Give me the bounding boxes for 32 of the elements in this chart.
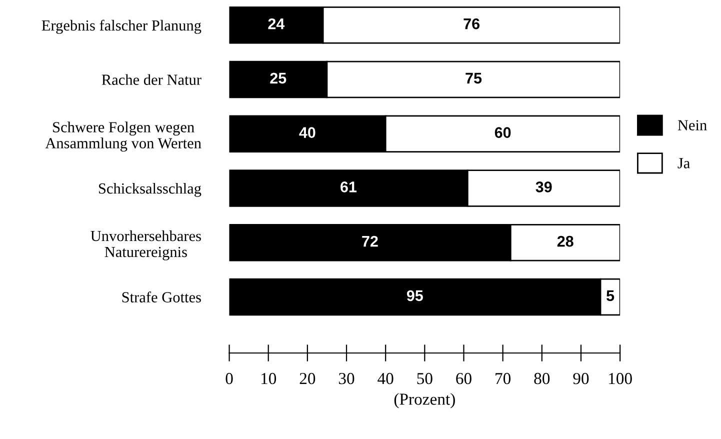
x-tick-label: 60 <box>456 372 472 384</box>
y-tick-label: Ergebnis falscher Planung <box>42 20 202 34</box>
legend-label: Ja <box>678 158 690 168</box>
data-label: 75 <box>466 72 482 84</box>
data-label: 5 <box>606 290 614 302</box>
x-tick-label: 90 <box>573 372 589 384</box>
data-label: 25 <box>270 72 286 84</box>
data-label: 61 <box>340 182 357 192</box>
x-tick-label: 70 <box>496 372 511 384</box>
data-label: 95 <box>406 290 423 302</box>
y-tick-label: Schwere Folgen wegen Ansammlung von Werten <box>45 122 202 152</box>
y-tick-label: Strafe Gottes <box>122 292 201 302</box>
x-tick-label: 20 <box>300 372 316 384</box>
y-tick-label: Schicksalsschlag <box>98 182 202 197</box>
data-label: 39 <box>536 182 552 192</box>
x-tick-label: 40 <box>378 372 394 384</box>
data-label: 60 <box>494 127 511 138</box>
legend-label: Nein <box>678 120 707 130</box>
x-tick-label: 30 <box>338 372 354 384</box>
data-label: 40 <box>299 127 316 138</box>
data-label: 24 <box>268 18 285 30</box>
x-tick-label: 10 <box>261 372 276 384</box>
data-label: 72 <box>362 236 378 247</box>
data-label: 76 <box>464 18 480 30</box>
x-axis-title: (Prozent) <box>394 393 455 408</box>
x-tick-label: 100 <box>609 372 632 384</box>
data-label: 28 <box>557 236 574 247</box>
x-tick-label: 50 <box>417 372 432 384</box>
y-tick-label: Rache der Natur <box>102 74 202 85</box>
x-tick-label: 80 <box>534 372 550 384</box>
x-tick-label: 0 <box>226 372 233 384</box>
y-tick-label: Unvorhersehbares Naturereignis <box>90 230 201 260</box>
